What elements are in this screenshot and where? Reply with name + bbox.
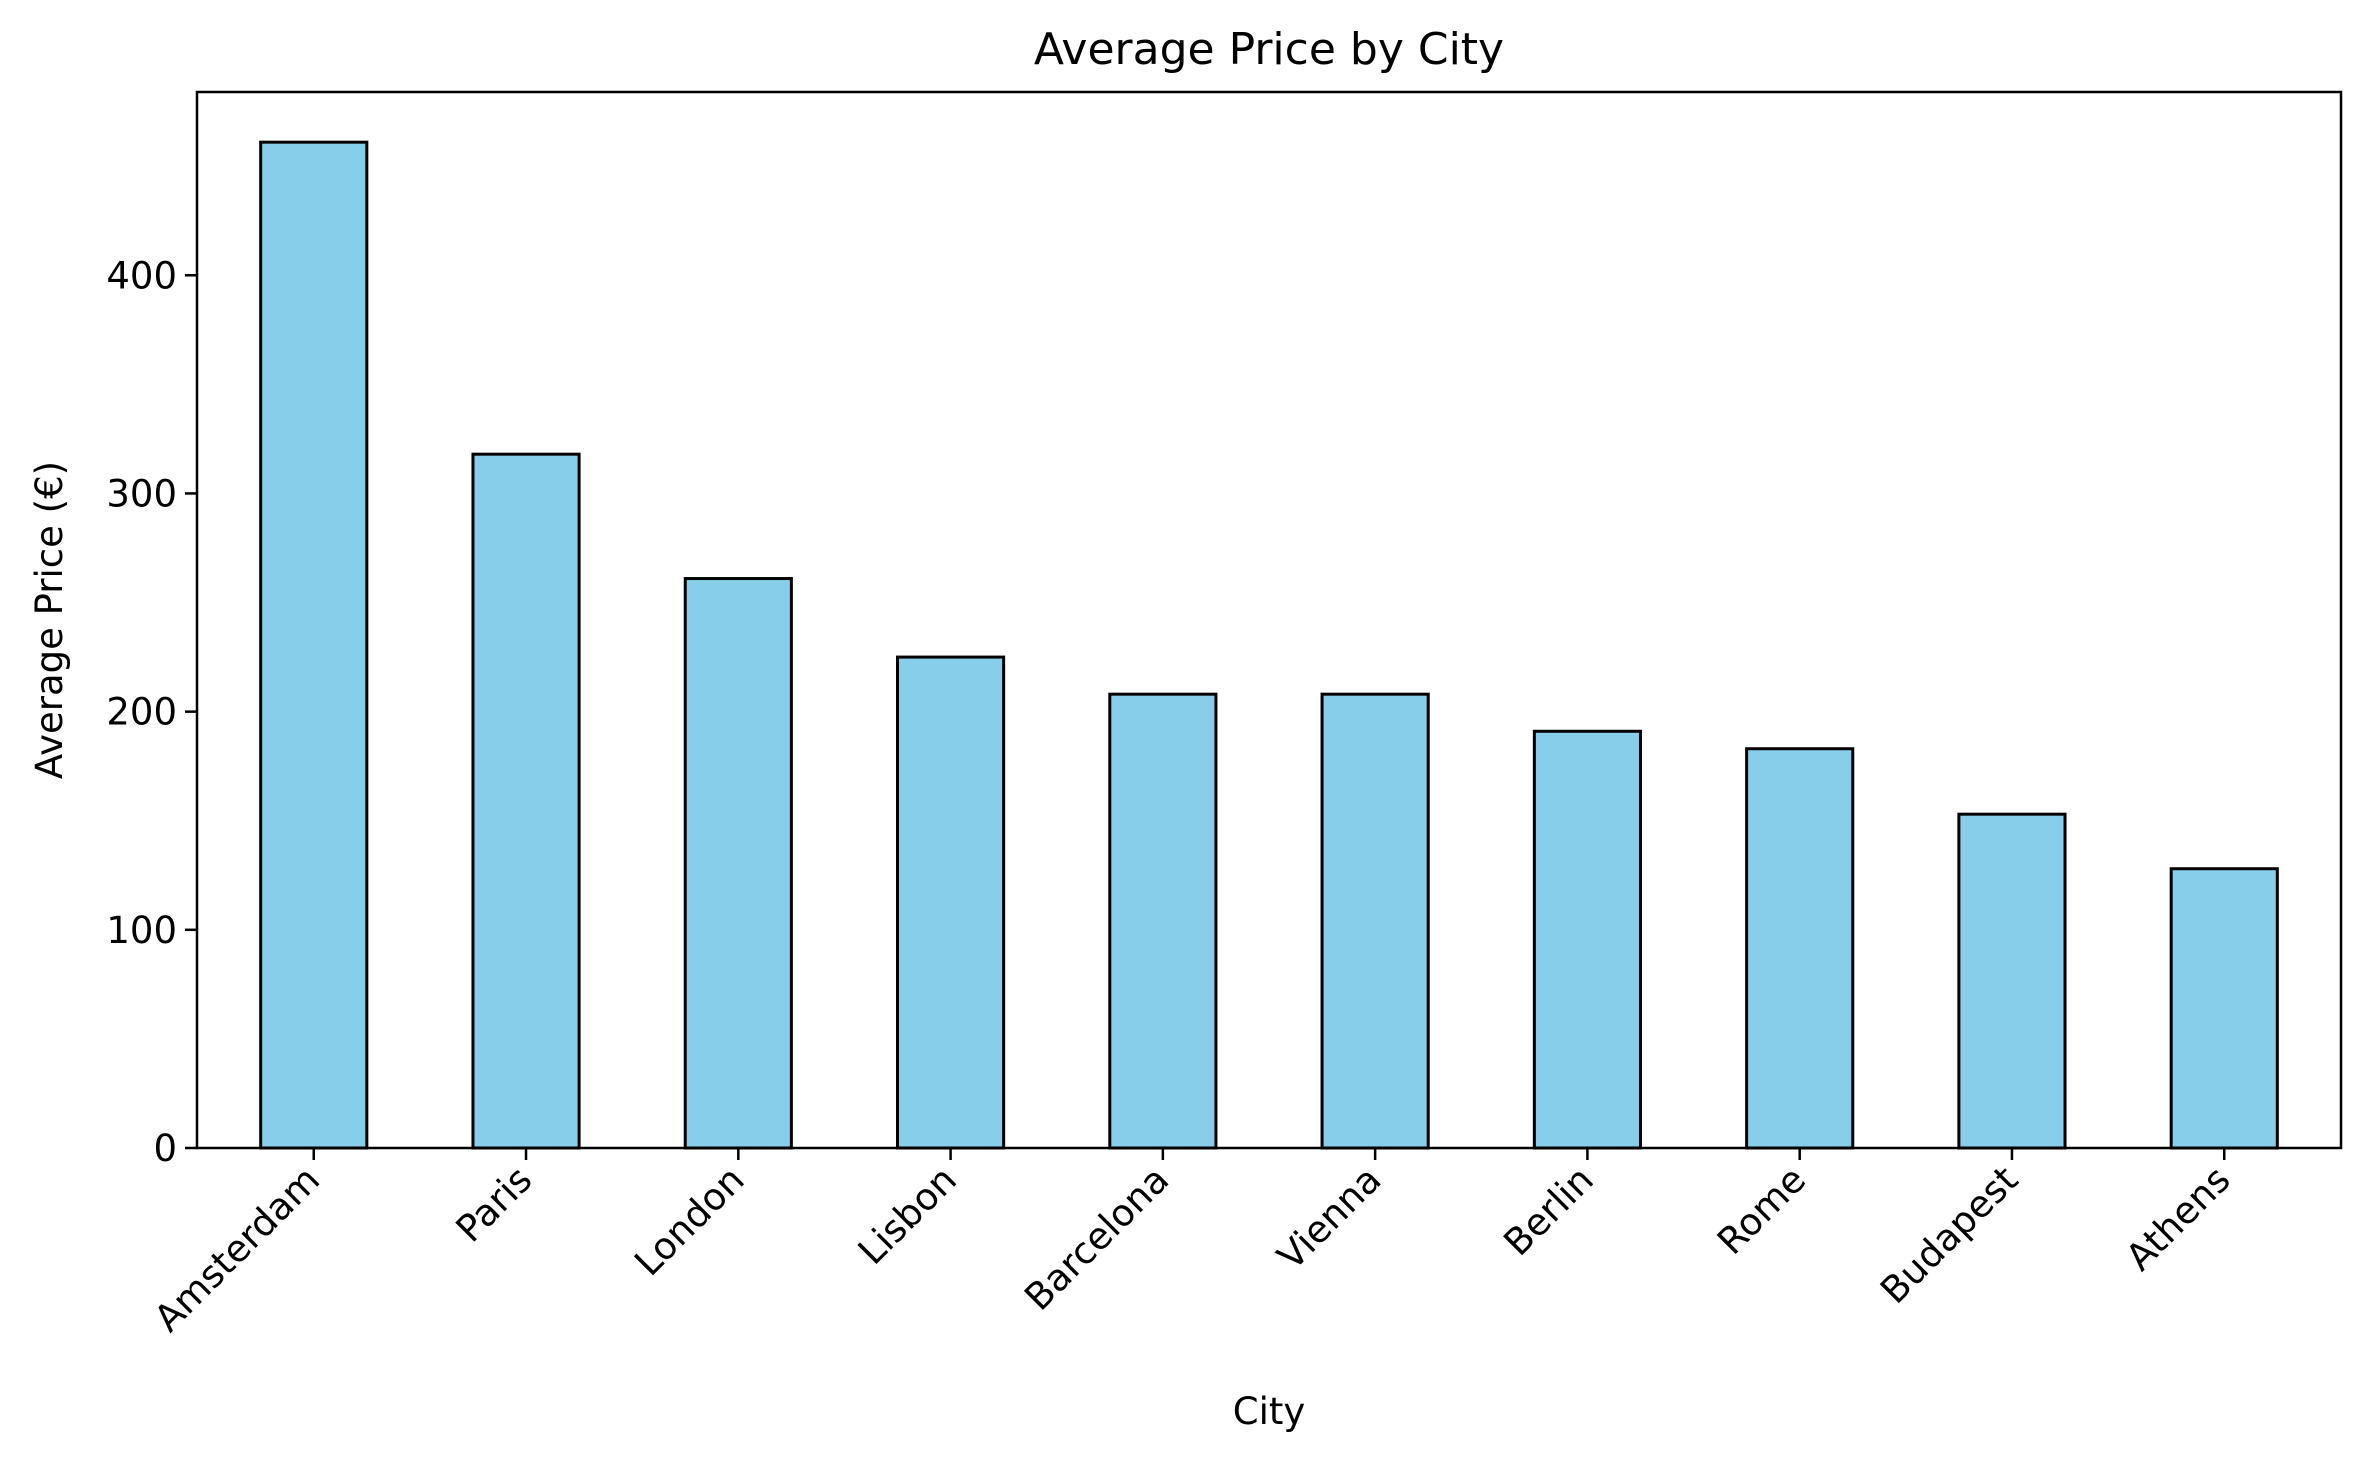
x-tick-label: Rome — [1709, 1158, 1814, 1263]
y-tick-label: 200 — [106, 691, 177, 734]
bar-london — [683, 577, 793, 1150]
bar-paris — [471, 452, 581, 1150]
x-axis-label: City — [1233, 1390, 1306, 1433]
y-tick-label: 300 — [106, 472, 177, 515]
bar-rome — [1745, 747, 1855, 1150]
y-tick-label: 400 — [106, 254, 177, 297]
y-axis-ticks: 0 100 200 300 400 — [106, 254, 197, 1170]
bar-amsterdam — [259, 140, 369, 1150]
y-tick-label: 100 — [106, 909, 177, 952]
bar-berlin — [1532, 729, 1642, 1150]
x-tick-label: Berlin — [1495, 1158, 1601, 1264]
x-tick-label: Amsterdam — [146, 1158, 328, 1340]
bar-barcelona — [1108, 692, 1218, 1150]
x-tick-label: Lisbon — [850, 1158, 965, 1273]
x-tick-label: Vienna — [1269, 1158, 1389, 1278]
chart-title: Average Price by City — [1034, 24, 1504, 75]
bar-vienna — [1320, 692, 1430, 1150]
bars-group — [259, 140, 2279, 1150]
x-tick-label: London — [626, 1158, 752, 1284]
bar-athens — [2169, 867, 2279, 1150]
y-tick-label: 0 — [153, 1127, 177, 1170]
bar-lisbon — [896, 655, 1006, 1150]
x-axis-ticks: Amsterdam Paris London Lisbon Barcelona Vienn… — [146, 1148, 2239, 1340]
x-tick-label: Paris — [448, 1158, 541, 1251]
plot-frame — [195, 90, 2343, 1150]
x-tick-label: Budapest — [1872, 1158, 2026, 1312]
y-axis-label: Average Price (€) — [28, 461, 71, 779]
x-tick-label: Barcelona — [1016, 1158, 1177, 1319]
bar-budapest — [1957, 812, 2067, 1150]
x-tick-label: Athens — [2118, 1158, 2239, 1279]
